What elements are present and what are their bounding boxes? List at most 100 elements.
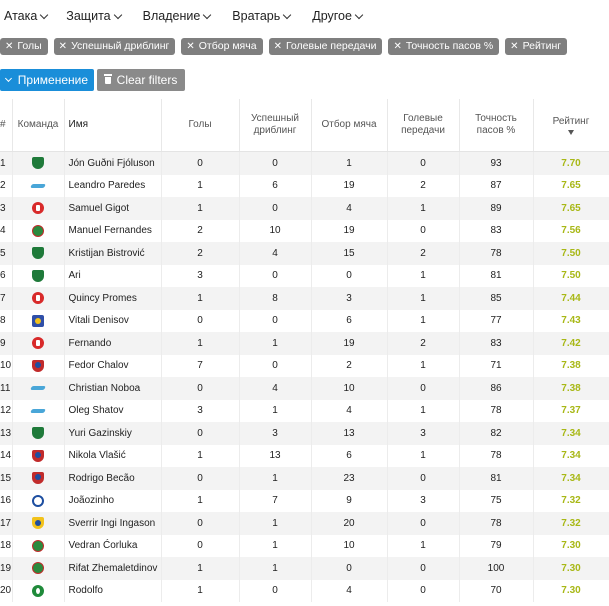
table-row[interactable]: 7 Quincy Promes 1 8 3 1 85 7.44	[0, 287, 609, 310]
header-team[interactable]: Команда	[12, 99, 65, 152]
assists-value: 0	[387, 557, 460, 580]
team-logo	[12, 309, 65, 332]
table-row[interactable]: 10 Fedor Chalov 7 0 2 1 71 7.38	[0, 354, 609, 377]
row-number: 9	[0, 332, 13, 355]
table-row[interactable]: 16 Joãozinho 1 7 9 3 75 7.32	[0, 489, 609, 512]
close-icon[interactable]: ✕	[58, 40, 68, 52]
filter-chip-goals[interactable]: ✕ Голы	[0, 37, 48, 55]
pass-accuracy-value: 78	[459, 444, 534, 467]
close-icon[interactable]: ✕	[510, 40, 519, 52]
table-row[interactable]: 1 Jón Guðni Fjóluson 0 0 1 0 93 7.70	[0, 151, 609, 175]
player-name[interactable]: Jón Guðni Fjóluson	[64, 151, 162, 175]
dribbling-value: 0	[239, 309, 312, 332]
player-name[interactable]: Kristijan Bistrović	[64, 242, 162, 265]
table-row[interactable]: 11 Christian Noboa 0 4 10 0 86 7.38	[0, 377, 609, 400]
filter-chip-pass-accuracy[interactable]: ✕ Точность пасов %	[388, 37, 500, 55]
table-row[interactable]: 4 Manuel Fernandes 2 10 19 0 83 7.56	[0, 219, 609, 242]
goals-value: 2	[161, 242, 240, 265]
table-row[interactable]: 8 Vitali Denisov 0 0 6 1 77 7.43	[0, 309, 609, 332]
rating-value: 7.50	[533, 242, 609, 265]
player-name[interactable]: Vitali Denisov	[64, 309, 162, 332]
pass-accuracy-value: 78	[459, 242, 534, 265]
player-name[interactable]: Quincy Promes	[64, 287, 162, 310]
row-number: 13	[0, 422, 13, 445]
table-row[interactable]: 3 Samuel Gigot 1 0 4 1 89 7.65	[0, 197, 609, 220]
apply-button[interactable]: Применение	[0, 69, 94, 91]
header-tackles[interactable]: Отбор мяча	[311, 99, 388, 152]
team-logo	[12, 264, 65, 287]
player-name[interactable]: Yuri Gazinskiy	[64, 422, 162, 445]
tackles-value: 19	[311, 174, 388, 197]
assists-value: 1	[387, 399, 460, 422]
assists-value: 3	[387, 489, 460, 512]
table-row[interactable]: 19 Rifat Zhemaletdinov 1 1 0 0 100 7.30	[0, 557, 609, 580]
team-logo	[12, 287, 65, 310]
player-name[interactable]: Rifat Zhemaletdinov	[64, 557, 162, 580]
header-goals[interactable]: Голы	[161, 99, 240, 152]
header-rating[interactable]: Рейтинг	[533, 99, 609, 152]
close-icon[interactable]: ✕	[273, 40, 282, 52]
player-name[interactable]: Rodolfo	[64, 579, 162, 602]
player-name[interactable]: Manuel Fernandes	[64, 219, 162, 242]
player-name[interactable]: Fernando	[64, 332, 162, 355]
menu-goalkeeper[interactable]: Вратарь	[232, 9, 292, 23]
goals-value: 0	[161, 534, 240, 557]
clear-filters-button[interactable]: Clear filters	[97, 69, 185, 91]
filter-chip-tackles[interactable]: ✕ Отбор мяча	[181, 37, 263, 55]
player-name[interactable]: Nikola Vlašić	[64, 444, 162, 467]
table-row[interactable]: 15 Rodrigo Becão 0 1 23 0 81 7.34	[0, 467, 609, 490]
table-row[interactable]: 14 Nikola Vlašić 1 13 6 1 78 7.34	[0, 444, 609, 467]
player-name[interactable]: Vedran Ćorluka	[64, 534, 162, 557]
dribbling-value: 3	[239, 422, 312, 445]
table-row[interactable]: 12 Oleg Shatov 3 1 4 1 78 7.37	[0, 399, 609, 422]
row-number: 18	[0, 534, 13, 557]
header-num[interactable]: #	[0, 99, 13, 152]
table-row[interactable]: 5 Kristijan Bistrović 2 4 15 2 78 7.50	[0, 242, 609, 265]
close-icon[interactable]: ✕	[5, 40, 14, 52]
cska-logo-icon	[32, 359, 44, 372]
table-row[interactable]: 18 Vedran Ćorluka 0 1 10 1 79 7.30	[0, 534, 609, 557]
player-name[interactable]: Sverrir Ingi Ingason	[64, 512, 162, 535]
close-icon[interactable]: ✕	[393, 40, 402, 52]
team-logo	[12, 332, 65, 355]
filter-chip-dribbling[interactable]: ✕ Успешный дриблинг	[53, 37, 176, 55]
table-row[interactable]: 6 Ari 3 0 0 1 81 7.50	[0, 264, 609, 287]
table-row[interactable]: 17 Sverrir Ingi Ingason 0 1 20 0 78 7.32	[0, 512, 609, 535]
menu-possession[interactable]: Владение	[143, 9, 212, 23]
filter-chip-rating[interactable]: ✕ Рейтинг	[505, 37, 568, 55]
header-assists[interactable]: Голевые передачи	[387, 99, 460, 152]
pass-accuracy-value: 86	[459, 377, 534, 400]
dribbling-value: 1	[239, 399, 312, 422]
cska-logo-icon	[32, 449, 44, 462]
tackles-value: 9	[311, 489, 388, 512]
player-name[interactable]: Fedor Chalov	[64, 354, 162, 377]
table-row[interactable]: 9 Fernando 1 1 19 2 83 7.42	[0, 332, 609, 355]
table-row[interactable]: 13 Yuri Gazinskiy 0 3 13 3 82 7.34	[0, 422, 609, 445]
table-header-row: # Команда Имя Голы Успешный дриблинг Отб…	[0, 99, 609, 152]
row-number: 17	[0, 512, 13, 535]
player-name[interactable]: Ari	[64, 264, 162, 287]
filter-chip-assists[interactable]: ✕ Голевые передачи	[268, 37, 383, 55]
assists-value: 0	[387, 151, 460, 175]
table-row[interactable]: 2 Leandro Paredes 1 6 19 2 87 7.65	[0, 174, 609, 197]
close-icon[interactable]: ✕	[186, 40, 195, 52]
player-name[interactable]: Leandro Paredes	[64, 174, 162, 197]
row-number: 14	[0, 444, 13, 467]
player-name[interactable]: Joãozinho	[64, 489, 162, 512]
row-number: 2	[0, 174, 13, 197]
header-dribbling[interactable]: Успешный дриблинг	[239, 99, 312, 152]
goals-value: 1	[161, 489, 240, 512]
header-pass-accuracy[interactable]: Точность пасов %	[459, 99, 534, 152]
lokomotiv-logo-icon	[32, 539, 44, 552]
menu-other[interactable]: Другое	[312, 9, 364, 23]
menu-attack[interactable]: Атака	[4, 9, 49, 23]
table-row[interactable]: 20 Rodolfo 1 0 4 0 70 7.30	[0, 579, 609, 602]
player-name[interactable]: Oleg Shatov	[64, 399, 162, 422]
trash-icon	[103, 73, 112, 84]
menu-defense[interactable]: Защита	[66, 9, 122, 23]
assists-value: 3	[387, 422, 460, 445]
player-name[interactable]: Samuel Gigot	[64, 197, 162, 220]
player-name[interactable]: Rodrigo Becão	[64, 467, 162, 490]
player-name[interactable]: Christian Noboa	[64, 377, 162, 400]
header-name[interactable]: Имя	[64, 99, 162, 152]
